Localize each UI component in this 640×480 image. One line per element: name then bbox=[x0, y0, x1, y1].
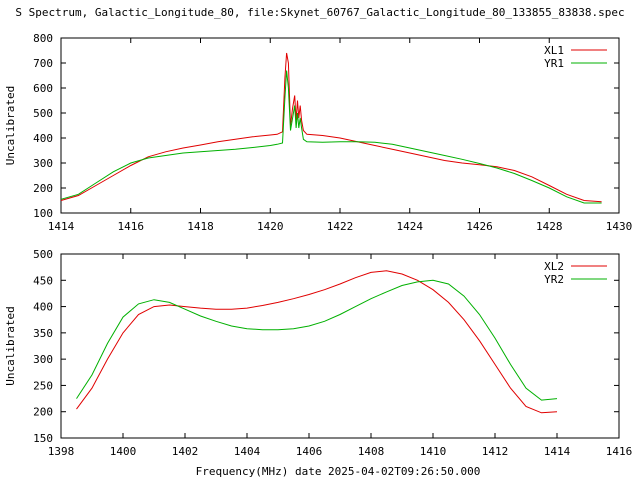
y-axis-label: Uncalibrated bbox=[4, 86, 17, 165]
y-tick-label: 700 bbox=[33, 57, 53, 70]
series-line-yr2 bbox=[76, 279, 558, 401]
y-tick-label: 500 bbox=[33, 248, 53, 261]
y-tick-label: 800 bbox=[33, 32, 53, 45]
x-tick-label: 1398 bbox=[48, 445, 75, 458]
legend-label: YR1 bbox=[544, 57, 564, 70]
y-tick-label: 200 bbox=[33, 406, 53, 419]
x-tick-label: 1418 bbox=[187, 220, 214, 233]
x-tick-label: 1412 bbox=[482, 445, 509, 458]
series-line-xl1 bbox=[60, 52, 602, 203]
x-tick-label: 1420 bbox=[257, 220, 284, 233]
y-axis-label: Uncalibrated bbox=[4, 306, 17, 385]
y-tick-label: 350 bbox=[33, 327, 53, 340]
y-tick-label: 400 bbox=[33, 301, 53, 314]
legend-label: XL2 bbox=[544, 260, 564, 273]
y-tick-label: 150 bbox=[33, 432, 53, 445]
chart-title: S Spectrum, Galactic_Longitude_80, file:… bbox=[15, 6, 624, 19]
x-tick-label: 1424 bbox=[397, 220, 424, 233]
y-tick-label: 500 bbox=[33, 107, 53, 120]
y-tick-label: 600 bbox=[33, 82, 53, 95]
x-tick-label: 1426 bbox=[466, 220, 493, 233]
y-tick-label: 100 bbox=[33, 207, 53, 220]
top-spectrum-panel: 1414 1416 1418 1420 1422 1424 1426 1428 1430 100 2… bbox=[4, 32, 632, 233]
bottom-spectrum-panel: 1398 1400 1402 1404 1406 1408 1410 1412 1414 1416… bbox=[4, 248, 632, 458]
x-tick-label: 1416 bbox=[606, 445, 633, 458]
series-line-yr1 bbox=[60, 70, 602, 204]
series-line-xl2 bbox=[76, 270, 558, 414]
plot-frame bbox=[60, 37, 620, 214]
y-tick-label: 250 bbox=[33, 379, 53, 392]
x-tick-label: 1404 bbox=[234, 445, 261, 458]
x-tick-label: 1406 bbox=[296, 445, 323, 458]
x-tick-label: 1402 bbox=[172, 445, 199, 458]
y-tick-label: 200 bbox=[33, 182, 53, 195]
y-tick-label: 300 bbox=[33, 353, 53, 366]
x-tick-label: 1410 bbox=[420, 445, 447, 458]
legend-label: XL1 bbox=[544, 44, 564, 57]
x-tick-label: 1416 bbox=[118, 220, 145, 233]
legend-label: YR2 bbox=[544, 273, 564, 286]
x-tick-label: 1414 bbox=[48, 220, 75, 233]
x-tick-label: 1422 bbox=[327, 220, 354, 233]
x-tick-label: 1408 bbox=[358, 445, 385, 458]
plot-frame bbox=[60, 253, 620, 439]
x-tick-label: 1400 bbox=[110, 445, 137, 458]
x-tick-label: 1428 bbox=[536, 220, 563, 233]
y-tick-label: 400 bbox=[33, 132, 53, 145]
x-axis-label: Frequency(MHz) date 2025-04-02T09:26:50.… bbox=[196, 465, 481, 478]
y-tick-label: 300 bbox=[33, 157, 53, 170]
y-tick-label: 450 bbox=[33, 274, 53, 287]
x-tick-label: 1414 bbox=[544, 445, 571, 458]
x-tick-label: 1430 bbox=[606, 220, 633, 233]
